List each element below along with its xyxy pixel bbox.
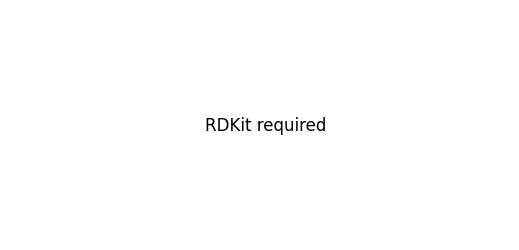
Text: RDKit required: RDKit required xyxy=(206,117,326,135)
